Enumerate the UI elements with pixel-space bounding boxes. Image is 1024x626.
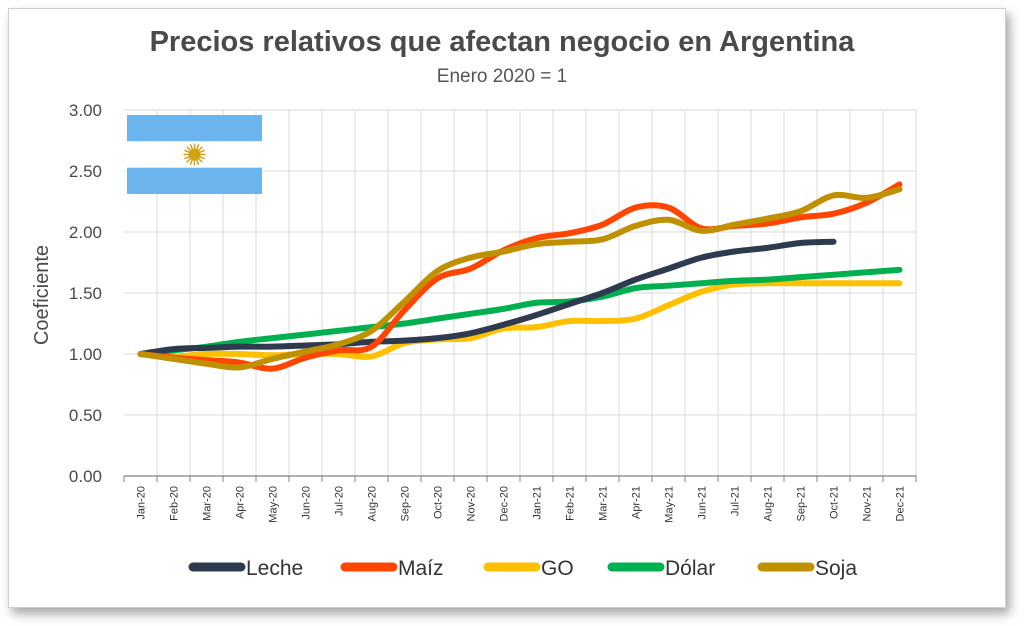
legend-label: GO bbox=[541, 557, 574, 580]
x-tick-label: Jan-21 bbox=[532, 486, 544, 520]
x-tick-label: Jan-20 bbox=[136, 486, 148, 520]
axes: 0.00 0.50 1.00 1.50 2.00 2.50 3.00 Jan-20 Feb-20… bbox=[69, 101, 917, 523]
flag-top-stripe bbox=[127, 115, 262, 142]
sun-ray bbox=[184, 155, 191, 160]
x-tick-label: Mar-20 bbox=[202, 486, 214, 521]
legend-label: Leche bbox=[246, 557, 303, 580]
series-line-soja bbox=[137, 186, 903, 371]
legend-label: Soja bbox=[815, 557, 857, 580]
x-tick-label: Dec-20 bbox=[499, 486, 511, 521]
sun-ray bbox=[198, 149, 205, 154]
series-line-leche bbox=[137, 238, 837, 357]
sun-ray bbox=[189, 158, 194, 165]
x-tick-label: Jun-20 bbox=[301, 486, 313, 520]
sun-ray bbox=[184, 149, 191, 154]
sun-ray bbox=[197, 157, 203, 163]
x-tick-label: Aug-20 bbox=[367, 486, 379, 521]
sun-ray bbox=[186, 146, 192, 152]
x-tick-label: May-20 bbox=[268, 486, 280, 523]
series-line-dólar bbox=[137, 266, 903, 357]
series-line-go bbox=[137, 280, 903, 360]
y-tick-label: 1.50 bbox=[69, 284, 102, 303]
x-tick-label: Jun-21 bbox=[697, 486, 709, 520]
x-tick-label: Sep-20 bbox=[400, 486, 412, 521]
legend-label: Maíz bbox=[398, 557, 444, 580]
argentina-flag-icon bbox=[127, 115, 262, 194]
chart-subtitle: Enero 2020 = 1 bbox=[436, 66, 568, 87]
x-tick-label: Aug-21 bbox=[763, 486, 775, 521]
x-tick-label: Mar-21 bbox=[598, 486, 610, 521]
y-tick-label: 3.00 bbox=[69, 101, 102, 120]
y-tick-label: 2.00 bbox=[69, 223, 102, 242]
x-tick-label: Nov-20 bbox=[466, 486, 478, 521]
x-tick-label: Jul-21 bbox=[730, 486, 742, 516]
y-tick-label: 1.00 bbox=[69, 345, 102, 364]
sun-ray bbox=[198, 155, 205, 160]
chart-title: Precios relativos que afectan negocio en… bbox=[149, 26, 855, 58]
series-line-maíz bbox=[137, 181, 903, 372]
sun-icon bbox=[188, 148, 201, 161]
x-tick-label: Jul-20 bbox=[334, 486, 346, 516]
flag-bottom-stripe bbox=[127, 167, 262, 194]
sun-ray bbox=[189, 144, 194, 151]
x-tick-label: Apr-21 bbox=[631, 486, 643, 519]
x-tick-label: Feb-21 bbox=[565, 486, 577, 521]
sun-ray bbox=[195, 144, 200, 151]
x-tick-label: Dec-21 bbox=[895, 486, 907, 521]
x-tick-label: Nov-21 bbox=[862, 486, 874, 521]
y-tick-label: 0.00 bbox=[69, 467, 102, 486]
sun-ray bbox=[186, 157, 192, 163]
series-lines bbox=[137, 181, 903, 372]
y-tick-label: 0.50 bbox=[69, 406, 102, 425]
y-axis-title: Coeficiente bbox=[31, 245, 53, 345]
y-tick-label: 2.50 bbox=[69, 162, 102, 181]
sun-ray bbox=[195, 158, 200, 165]
x-tick-label: Apr-20 bbox=[235, 486, 247, 519]
x-tick-label: Feb-20 bbox=[169, 486, 181, 521]
legend-label: Dólar bbox=[665, 557, 715, 580]
x-tick-label: Sep-21 bbox=[796, 486, 808, 521]
x-tick-label: May-21 bbox=[664, 486, 676, 523]
sun-ray bbox=[197, 146, 203, 152]
x-tick-label: Oct-21 bbox=[829, 486, 841, 519]
legend: Leche Maíz GO Dólar Soja bbox=[188, 557, 857, 580]
x-tick-label: Oct-20 bbox=[433, 486, 445, 519]
